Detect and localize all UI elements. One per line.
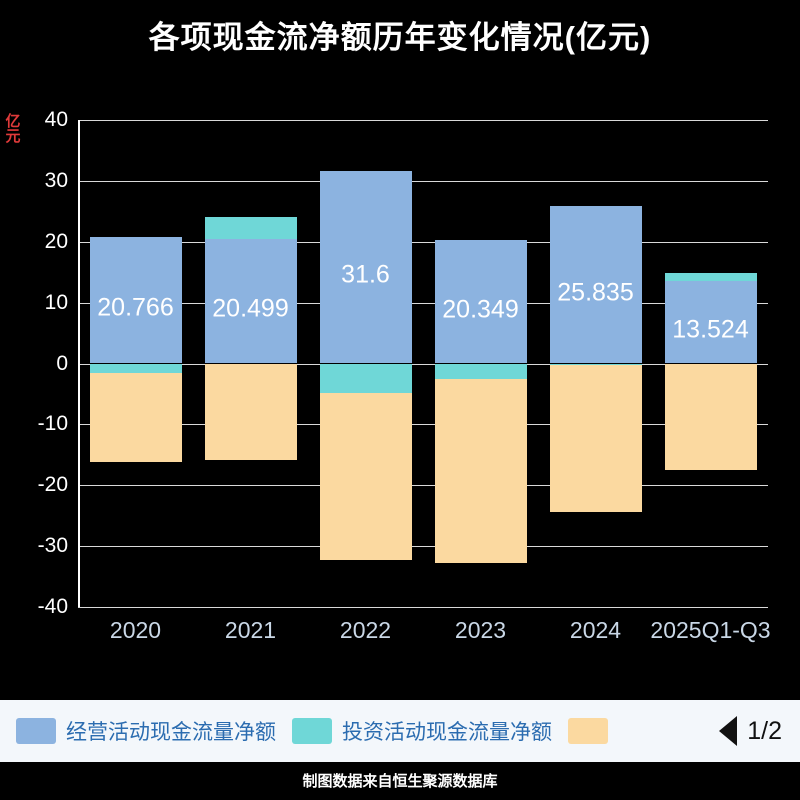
footer-note: 制图数据来自恒生聚源数据库 (302, 773, 498, 790)
bar-segment (549, 363, 642, 365)
bar-segment (319, 171, 412, 364)
bar-segment (434, 378, 527, 564)
gridline (78, 546, 768, 548)
bar-value-label: 25.835 (557, 278, 634, 307)
y-axis-tick-label: -10 (37, 412, 68, 436)
bar-segment (664, 273, 757, 282)
legend-label-0: 经营活动现金流量净额 (66, 721, 276, 744)
gridline (78, 180, 768, 182)
bar-segment (549, 364, 642, 513)
x-axis-tick-label: 2020 (109, 617, 162, 643)
bar-group[interactable] (89, 120, 182, 607)
chart-plot-area: 亿元 40 30 20 10 0 -10 -20 -30 -40 20.766 20.499 31.… (5, 108, 770, 643)
bar-group[interactable] (549, 120, 642, 607)
bar-value-label: 13.524 (672, 315, 749, 344)
gridline (78, 363, 768, 365)
x-axis-tick-label: 2022 (339, 617, 392, 643)
legend-label-1: 投资活动现金流量净额 (342, 721, 552, 744)
y-axis-tick-label: 10 (44, 290, 68, 314)
bar-value-label: 20.349 (442, 295, 519, 324)
bar-segment (204, 363, 297, 461)
y-axis-tick-label: 30 (44, 168, 68, 192)
bar-value-label: 31.6 (341, 260, 390, 289)
legend-swatch-0 (16, 718, 56, 744)
bar-segment (89, 237, 182, 364)
legend-item-1[interactable]: 投资活动现金流量净额 (292, 716, 552, 746)
gridline (78, 485, 768, 487)
x-axis-tick-label: 2023 (454, 617, 507, 643)
bar-segment (434, 239, 527, 364)
bar-segment (664, 363, 757, 471)
gridline (78, 241, 768, 243)
y-axis-tick-label: 40 (44, 108, 68, 131)
bar-segment (434, 363, 527, 379)
gridline (78, 120, 768, 121)
y-axis-tick-label: -40 (37, 595, 68, 618)
page-title: 各项现金流净额历年变化情况(亿元) (148, 20, 652, 55)
bar-group[interactable] (434, 120, 527, 607)
left-triangle-icon[interactable] (719, 716, 738, 746)
chart-legend: 经营活动现金流量净额 投资活动现金流量净额 1/2 (0, 700, 800, 762)
legend-item-2[interactable] (568, 718, 618, 744)
bar-group[interactable] (319, 120, 412, 607)
y-axis-tick-label: -20 (37, 473, 68, 497)
legend-swatch-2 (568, 718, 608, 744)
bar-group[interactable] (664, 120, 757, 607)
legend-swatch-1 (292, 718, 332, 744)
gridline (78, 424, 768, 426)
legend-pager[interactable]: 1/2 (719, 716, 782, 746)
bar-segment (319, 363, 412, 394)
bar-segment (664, 281, 757, 364)
y-axis-line (78, 120, 80, 607)
legend-item-0[interactable]: 经营活动现金流量净额 (16, 716, 276, 746)
bar-segment (89, 363, 182, 373)
y-axis-tick-label: 20 (44, 229, 68, 253)
y-axis-tick-label: 0 (56, 351, 68, 375)
bar-segment (319, 393, 412, 561)
bar-segment (89, 372, 182, 462)
bar-value-label: 20.499 (212, 294, 289, 323)
x-axis-tick-label: 2021 (224, 617, 277, 643)
y-axis-label: 亿元 (5, 113, 21, 145)
gridline (78, 302, 768, 304)
gridline (78, 607, 768, 608)
bar-group[interactable] (204, 120, 297, 607)
bar-segment (549, 206, 642, 364)
x-axis-tick-label: 2024 (569, 617, 622, 643)
y-axis-tick-label: -30 (37, 534, 68, 558)
bar-segment (204, 217, 297, 239)
bar-segment (204, 238, 297, 364)
bar-value-label: 20.766 (97, 293, 174, 322)
legend-page-indicator: 1/2 (747, 716, 782, 745)
x-axis-tick-label: 2025Q1-Q3 (650, 617, 771, 643)
